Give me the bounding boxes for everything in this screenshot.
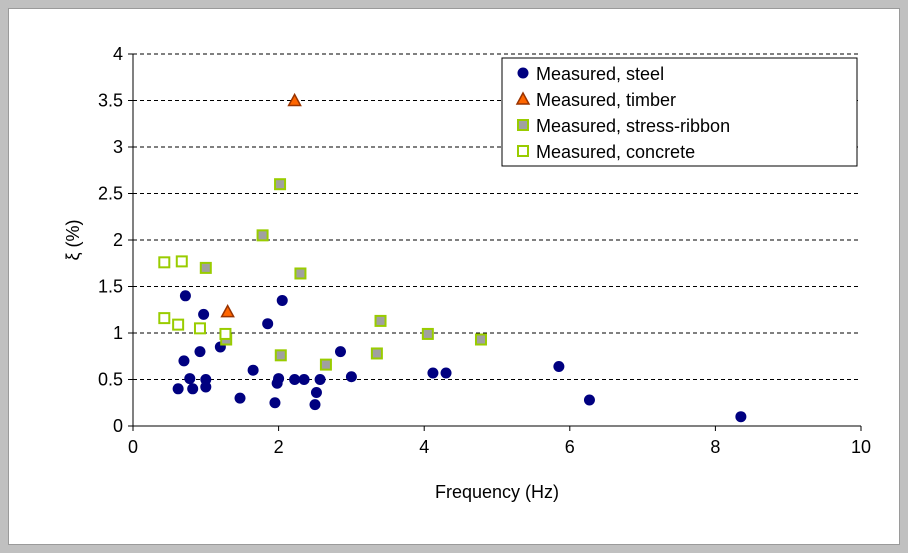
data-point bbox=[247, 364, 259, 376]
data-point bbox=[172, 318, 185, 331]
data-point bbox=[175, 255, 188, 268]
legend-box bbox=[501, 57, 858, 167]
data-point bbox=[187, 383, 199, 395]
data-point bbox=[309, 399, 321, 411]
legend-marker bbox=[517, 145, 529, 157]
data-point bbox=[234, 392, 246, 404]
data-point bbox=[220, 304, 235, 318]
data-point bbox=[289, 374, 301, 385]
x-axis-label: Frequency (Hz) bbox=[435, 482, 559, 502]
data-point bbox=[421, 327, 434, 340]
scatter-chart: 00.511.522.533.540 2 4 6 8 10 Frequency (Hz) … bbox=[63, 44, 871, 502]
x-tick-label: 2 bbox=[274, 437, 284, 457]
legend-marker bbox=[517, 67, 529, 79]
data-point bbox=[256, 229, 269, 242]
y-tick-label: 4 bbox=[113, 44, 123, 64]
data-point bbox=[262, 318, 274, 330]
data-point bbox=[194, 346, 206, 358]
data-point bbox=[219, 327, 232, 340]
data-point bbox=[198, 308, 210, 320]
gridlines bbox=[133, 53, 861, 380]
data-point bbox=[583, 394, 595, 406]
data-point bbox=[427, 367, 439, 379]
data-point bbox=[310, 387, 322, 399]
data-point bbox=[370, 347, 383, 360]
series-measured-timber bbox=[220, 92, 302, 318]
data-point bbox=[274, 178, 287, 191]
axes bbox=[128, 53, 862, 431]
data-point bbox=[334, 346, 346, 358]
chart-frame: 0 0.5 1 1.5 2 2.5 3 3.5 4 0 2 4 6 8 10 Frequency (Hz) … bbox=[8, 8, 900, 545]
legend-label: Measured, timber bbox=[536, 90, 676, 110]
data-point bbox=[474, 333, 487, 346]
data-point bbox=[200, 381, 212, 393]
data-point bbox=[274, 349, 287, 362]
data-points bbox=[158, 92, 747, 423]
data-point bbox=[735, 411, 747, 423]
data-point bbox=[294, 267, 307, 280]
legend-label: Measured, steel bbox=[536, 64, 664, 84]
data-point bbox=[178, 355, 190, 367]
data-point bbox=[172, 383, 184, 395]
x-tick-label: 8 bbox=[710, 437, 720, 457]
x-tick-label: 4 bbox=[419, 437, 429, 457]
series-measured-steel bbox=[172, 290, 747, 423]
series-measured-concrete bbox=[158, 255, 232, 340]
y-tick-label: 2 bbox=[113, 230, 123, 250]
y-tick-label: 1.5 bbox=[98, 277, 123, 297]
data-point bbox=[440, 367, 452, 379]
data-point bbox=[273, 373, 285, 385]
y-tick-label: 3.5 bbox=[98, 91, 123, 111]
data-point bbox=[158, 256, 171, 269]
data-point bbox=[374, 314, 387, 327]
y-tick-label: 0 bbox=[113, 416, 123, 436]
data-point bbox=[276, 294, 288, 306]
data-point bbox=[319, 358, 332, 371]
data-point bbox=[199, 261, 212, 274]
data-point bbox=[314, 374, 326, 385]
series-measured-stress-ribbon bbox=[199, 178, 487, 371]
data-point bbox=[179, 290, 191, 302]
data-point bbox=[269, 397, 281, 409]
tick-labels: 0 0.5 1 1.5 2 2.5 3 3.5 4 0 2 4 6 8 10 bbox=[98, 44, 871, 457]
legend-label: Measured, stress-ribbon bbox=[536, 116, 730, 136]
data-point bbox=[553, 360, 565, 372]
x-tick-label: 0 bbox=[128, 437, 138, 457]
y-tick-label: 0.5 bbox=[98, 370, 123, 390]
y-tick-label: 1 bbox=[113, 323, 123, 343]
data-point bbox=[193, 322, 206, 335]
x-tick-label: 6 bbox=[565, 437, 575, 457]
data-point bbox=[345, 371, 357, 383]
y-axis-label: ξ (%) bbox=[63, 219, 83, 260]
data-point bbox=[287, 92, 302, 107]
y-tick-label: 2.5 bbox=[98, 184, 123, 204]
y-tick-label: 3 bbox=[113, 137, 123, 157]
legend: Measured, steel Measured, timber Measured,… bbox=[501, 57, 858, 167]
data-point bbox=[158, 312, 171, 325]
data-point bbox=[184, 373, 196, 385]
legend-label: Measured, concrete bbox=[536, 142, 695, 162]
legend-marker bbox=[515, 91, 531, 105]
legend-marker bbox=[517, 119, 529, 131]
data-point bbox=[298, 374, 310, 385]
x-tick-label: 10 bbox=[851, 437, 871, 457]
